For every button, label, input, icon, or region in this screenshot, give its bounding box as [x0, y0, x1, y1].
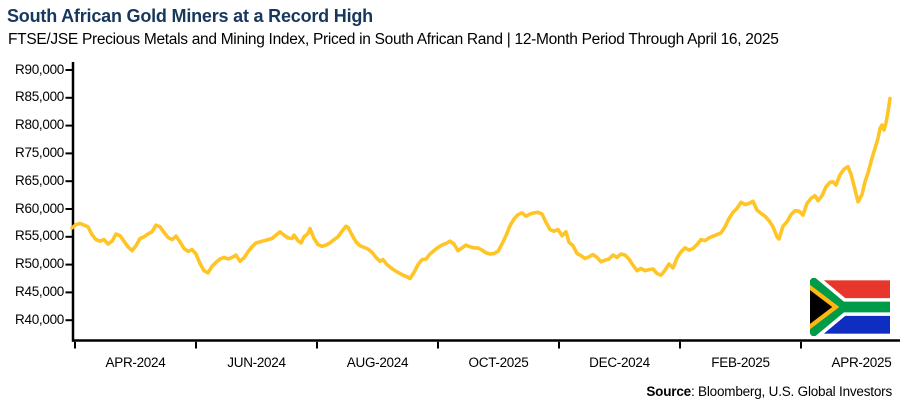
source-text: : Bloomberg, U.S. Global Investors [690, 384, 892, 399]
y-axis-label: R90,000 [15, 61, 64, 77]
x-axis-label: AUG-2024 [346, 355, 409, 370]
y-axis-label: R50,000 [15, 256, 64, 272]
y-axis-label: R55,000 [15, 228, 64, 244]
x-axis-label: FEB-2025 [711, 355, 770, 370]
chart-title: South African Gold Miners at a Record Hi… [7, 6, 373, 26]
y-axis-label: R85,000 [15, 89, 64, 105]
y-axis-label: R65,000 [15, 172, 64, 188]
y-axis-label: R40,000 [15, 311, 64, 327]
index-price-line [70, 96, 892, 281]
source-label: Source [646, 384, 691, 399]
south-africa-flag-icon [804, 273, 890, 341]
source-attribution: Source: Bloomberg, U.S. Global Investors [646, 384, 892, 399]
flag-black-triangle [810, 290, 833, 324]
y-axis-label: R45,000 [15, 283, 64, 299]
x-axis-label: DEC-2024 [589, 355, 650, 370]
x-axis-label: OCT-2025 [468, 355, 529, 370]
y-axis-label: R80,000 [15, 117, 64, 133]
flag-green-pall [806, 276, 890, 338]
y-axis-label: R75,000 [15, 144, 64, 160]
x-axis-label: APR-2024 [105, 355, 166, 370]
y-axis-label: R60,000 [15, 200, 64, 216]
x-axis-label: JUN-2024 [227, 355, 286, 370]
x-axis-label: APR-2025 [831, 355, 892, 370]
chart-subtitle: FTSE/JSE Precious Metals and Mining Inde… [8, 31, 779, 48]
